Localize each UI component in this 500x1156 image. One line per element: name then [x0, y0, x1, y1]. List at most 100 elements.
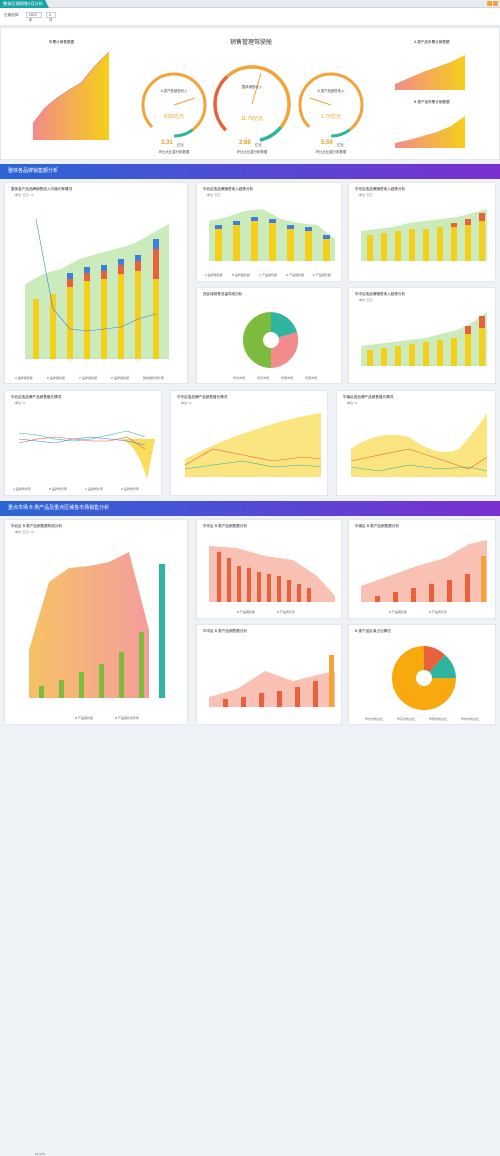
- p5-title: 华中区各品牌销售收入趋势分析: [355, 292, 406, 296]
- gauge-b-caption: 环比大比重分析数据: [315, 150, 347, 154]
- p4-legend-north[interactable]: 华北市场: [233, 376, 246, 380]
- gauge-b-unit: 亿元: [337, 143, 344, 147]
- p6-chart: [18, 430, 155, 479]
- p13-legend-east[interactable]: 华东市场占比: [397, 717, 416, 721]
- p1-legend-a[interactable]: A 品牌销售额: [15, 376, 33, 380]
- panel-east-growth: 华东区各品牌产品销售增长情况 单位: %: [170, 390, 328, 496]
- p10-title: 华东区 B 类产品销售额分析: [203, 524, 247, 528]
- app-title: 整体区域销售4月分析: [0, 0, 50, 8]
- p10-legend-sales[interactable]: B 产品销售额: [237, 610, 255, 614]
- p6-legend-b[interactable]: B 品牌增长率: [49, 487, 67, 491]
- summary-panel: 销售管理驾驶舱 年累计销售数据 A 类产品年累计销售额 B 类产品年累计销售额 …: [0, 27, 500, 160]
- gauge-total-name: 整体销售收入: [241, 85, 263, 89]
- month-select[interactable]: 4月: [46, 12, 56, 22]
- gauge-b-amount: 5.59: [321, 140, 333, 146]
- date-filter-label: 日期选择:: [4, 13, 20, 17]
- p6-legend-d[interactable]: D 品牌增长率: [121, 487, 140, 491]
- p13-legend-south[interactable]: 华南市场占比: [429, 717, 448, 721]
- p6-unit: 单位: %: [15, 401, 26, 405]
- p4-legend-east[interactable]: 华东市场: [257, 376, 270, 380]
- p9-legend-growth[interactable]: B 产品销售增长率: [115, 716, 139, 720]
- p1-title: 整体各产品品牌销售收入与增长率情况: [11, 187, 73, 191]
- p1-legend-d[interactable]: D 品牌销售额: [111, 376, 130, 380]
- panel-east-brands: 华东区各品牌销售收入趋势分析 单位: 亿元: [348, 182, 496, 282]
- p13-pie: [392, 646, 456, 710]
- p1-legend-growth[interactable]: 整体销售增长率: [143, 376, 165, 380]
- p5-unit: 单位: 亿元: [359, 298, 373, 302]
- gauge-a-amount: 3.31: [161, 140, 173, 146]
- app-titlebar: 整体区域销售4月分析: [0, 0, 500, 8]
- gear-icon[interactable]: [487, 1, 492, 6]
- p7-title: 华东区各品牌产品销售增长情况: [177, 395, 228, 399]
- panel-b-region-share: B 类产品区域占比情况 华北市场占比 华东市场占比 华南市场占比 华中市场占比: [348, 624, 496, 725]
- p13-title: B 类产品区域占比情况: [355, 629, 391, 633]
- left-chart-title: 年累计销售数据: [49, 40, 75, 44]
- p8-title: 华南区各品牌产品销售增长情况: [343, 395, 394, 399]
- close-icon[interactable]: [493, 1, 498, 6]
- panel-central-b: 华中区 B 类产品销售额分析: [196, 624, 342, 725]
- gauge-total: [213, 65, 291, 143]
- gauge-b-value: 1.76亿元: [321, 114, 341, 120]
- p11-legend-sales[interactable]: B 产品销售额: [389, 610, 407, 614]
- p9-label-1: 31.47%: [35, 1152, 46, 1156]
- p2-legend-d[interactable]: D 产品销售额: [286, 273, 305, 277]
- p13-legend-north[interactable]: 华北市场占比: [365, 717, 384, 721]
- gauge-b-name: B 类产品销售收入: [317, 89, 345, 93]
- p2-legend-c[interactable]: C 产品销售额: [259, 273, 278, 277]
- filter-bar: 日期选择: 2019年 4月: [0, 8, 500, 26]
- p2-unit: 单位: 亿元: [207, 193, 221, 197]
- p2-chart: [209, 209, 335, 261]
- panel-south-growth: 华南区各品牌产品销售增长情况 单位: %: [336, 390, 496, 496]
- p2-legend-e[interactable]: E 产品销售额: [313, 273, 331, 277]
- p4-title: 西区域销售总量构成分析: [203, 292, 243, 296]
- a-cumulative-chart: [395, 55, 465, 90]
- p1-unit: 单位: 亿元 / %: [15, 193, 34, 197]
- p3-title: 华东区各品牌销售收入趋势分析: [355, 187, 406, 191]
- section-band-markets: 重点市场 B 类产品及重点区域各市场销售分析: [0, 501, 500, 516]
- p10-legend-growth[interactable]: B 产品增长率: [277, 610, 295, 614]
- p4-legend-west[interactable]: 华西市场: [305, 376, 318, 380]
- p4-pie: [243, 312, 299, 368]
- p12-chart: [209, 655, 335, 707]
- gauge-total-caption: 环比大比重分析数据: [236, 150, 268, 154]
- p9-chart: [29, 552, 165, 698]
- a-cumulative-title: A 类产品年累计销售额: [414, 40, 450, 44]
- p7-chart: [184, 413, 322, 477]
- p9-unit: 单位: 亿元 / %: [15, 530, 34, 534]
- p3-chart: [361, 209, 487, 261]
- p2-legend-b[interactable]: B 品牌销售额: [232, 273, 250, 277]
- p8-chart: [350, 413, 488, 477]
- gauge-a-name: A 类产品销售收入: [160, 89, 188, 93]
- p11-chart: [361, 540, 487, 602]
- p11-legend-growth[interactable]: B 产品增长率: [429, 610, 447, 614]
- gauge-total-value: 11.79亿元: [240, 116, 264, 122]
- p6-title: 华北区各品牌产品销售增长情况: [11, 395, 62, 399]
- p2-title: 华北区各品牌销售收入趋势分析: [203, 187, 254, 191]
- p6-legend-a[interactable]: A 品牌增长率: [13, 487, 31, 491]
- p8-unit: 单位: %: [347, 401, 358, 405]
- p2-legend-a[interactable]: A 品牌销售额: [205, 273, 223, 277]
- panel-north-brands: 华北区各品牌销售收入趋势分析 单位: 亿元 A 品牌销售额 B 品牌销售额 C …: [196, 182, 342, 282]
- p12-title: 华中区 B 类产品销售额分析: [203, 629, 247, 633]
- p1-legend-b[interactable]: B 品牌销售额: [47, 376, 65, 380]
- p4-legend-south[interactable]: 华南市场: [281, 376, 294, 380]
- b-cumulative-chart: [395, 116, 465, 148]
- p13-legend-central[interactable]: 华中市场占比: [461, 717, 480, 721]
- panel-overall-brands: 整体各产品品牌销售收入与增长率情况 单位: 亿元 / % A 品牌销售额 B 品…: [4, 182, 188, 384]
- cumulative-area-chart: [32, 51, 110, 140]
- year-select[interactable]: 2019年: [26, 12, 42, 22]
- gauge-a-value: 8.89亿元: [164, 114, 184, 120]
- p1-chart: [25, 218, 171, 360]
- gauge-b: [298, 72, 364, 138]
- dashboard-title: 销售管理驾驶舱: [229, 40, 272, 46]
- gauge-total-unit: 亿元: [255, 143, 262, 147]
- section-band-brands: 整体各品牌销售额分析: [0, 164, 500, 179]
- panel-north-growth: 华北区各品牌产品销售增长情况 单位: % A 品牌增长率 B 品牌增长率 C 品…: [4, 390, 162, 496]
- p1-legend-c[interactable]: C 品牌销售额: [79, 376, 98, 380]
- panel-central-brands: 华中区各品牌销售收入趋势分析 单位: 亿元: [348, 287, 496, 384]
- p9-legend-sales[interactable]: B 产品销售额: [75, 716, 93, 720]
- gauge-a-caption: 环比大比重分析数据: [158, 150, 190, 154]
- p7-unit: 单位: %: [181, 401, 192, 405]
- p10-chart: [209, 546, 335, 602]
- p6-legend-c[interactable]: C 品牌增长率: [85, 487, 104, 491]
